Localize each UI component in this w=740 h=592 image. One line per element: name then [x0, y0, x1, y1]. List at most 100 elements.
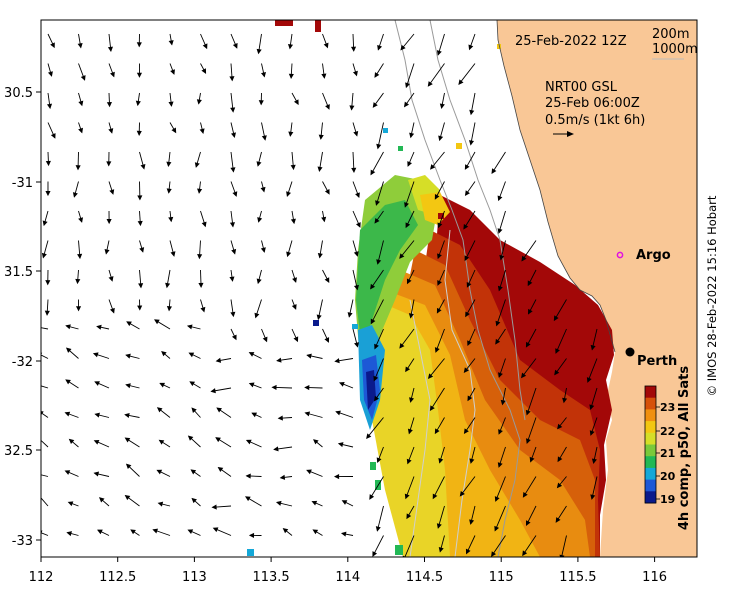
argo-label: Argo — [636, 248, 671, 263]
current-vectors — [41, 33, 598, 557]
current-arrow — [166, 299, 172, 312]
current-arrow — [190, 469, 201, 477]
current-arrow — [556, 476, 567, 489]
current-arrow — [211, 504, 232, 510]
y-tick-label: -32 — [12, 355, 33, 370]
current-arrow — [317, 240, 323, 259]
current-arrow — [78, 63, 86, 81]
current-arrow — [96, 324, 110, 330]
current-arrow — [467, 328, 476, 347]
current-arrow — [304, 384, 323, 391]
current-arrow — [65, 379, 79, 389]
current-arrow — [106, 92, 112, 108]
current-arrow — [409, 122, 415, 139]
current-arrow — [92, 352, 110, 359]
current-arrow — [197, 181, 203, 194]
current-arrow — [458, 63, 476, 85]
current-arrow — [562, 387, 568, 404]
current-arrow — [439, 92, 445, 109]
current-arrow — [318, 122, 324, 140]
current-arrow — [230, 151, 236, 173]
colorbar-swatch — [645, 397, 656, 410]
current-arrow — [98, 497, 110, 507]
current-arrow — [334, 358, 354, 364]
current-arrow — [495, 328, 506, 345]
current-arrow — [169, 63, 175, 75]
current-arrow — [93, 471, 110, 477]
current-arrow — [522, 476, 537, 498]
current-arrow — [400, 33, 415, 51]
colorbar-tick-label: 20 — [660, 470, 676, 483]
current-arrow — [555, 328, 567, 354]
current-arrow — [159, 382, 171, 389]
current-arrow — [124, 437, 140, 448]
current-arrow — [469, 505, 476, 525]
current-arrow — [245, 473, 262, 479]
current-arrow — [406, 505, 415, 520]
current-arrow — [406, 269, 415, 285]
current-arrow — [341, 500, 354, 507]
current-arrow — [276, 357, 293, 363]
current-arrow — [497, 269, 506, 292]
current-arrow — [291, 328, 299, 343]
current-arrow — [166, 151, 172, 168]
colorbar-swatch — [645, 386, 656, 399]
current-arrow — [290, 151, 296, 171]
current-arrow — [200, 299, 206, 313]
current-arrow — [436, 505, 445, 529]
current-arrow — [229, 269, 235, 282]
current-arrow — [555, 505, 567, 523]
current-arrow — [41, 240, 49, 259]
credit-label: © IMOS 28-Feb-2022 15:16 Hobart — [705, 195, 719, 397]
current-arrow — [45, 181, 51, 197]
current-arrow — [75, 269, 81, 285]
x-axis: 112 112.5 113 113.5 114 114.5 115 115.5 116 — [29, 557, 667, 585]
current-arrow — [200, 33, 208, 50]
current-arrow — [321, 210, 327, 223]
current-arrow — [405, 63, 415, 89]
current-arrow — [41, 385, 49, 389]
current-arrow — [467, 387, 476, 402]
colorbar-swatch — [645, 467, 656, 481]
current-arrow — [434, 181, 445, 200]
current-arrow — [527, 299, 537, 315]
current-arrow — [469, 122, 476, 146]
current-arrow — [333, 474, 354, 480]
colorbar-tick-label: 22 — [660, 425, 675, 438]
current-arrow — [463, 358, 476, 373]
current-arrow — [75, 299, 82, 312]
current-arrow — [65, 324, 79, 330]
current-arrow — [437, 240, 445, 260]
current-arrow — [189, 381, 201, 389]
current-arrow — [372, 535, 384, 557]
current-arrow — [191, 497, 201, 507]
current-arrow — [229, 63, 235, 82]
current-arrow — [165, 269, 171, 289]
current-arrow — [375, 505, 384, 532]
current-arrow — [64, 470, 79, 477]
current-arrow — [405, 358, 415, 373]
current-arrow — [525, 417, 537, 444]
current-arrow — [94, 381, 110, 389]
current-arrow — [136, 122, 142, 136]
current-arrow — [429, 387, 445, 412]
current-arrow — [256, 151, 262, 167]
current-arrow — [465, 299, 476, 318]
current-arrow — [108, 122, 114, 134]
current-arrow — [469, 92, 476, 116]
current-arrow — [137, 181, 143, 201]
x-tick-label: 115.5 — [559, 570, 596, 585]
current-arrow — [404, 181, 415, 208]
current-arrow — [338, 381, 354, 389]
x-tick-label: 112.5 — [99, 570, 136, 585]
colorbar-swatch — [645, 432, 656, 445]
current-arrow — [497, 446, 506, 468]
current-arrow — [437, 210, 445, 229]
current-arrow — [370, 151, 384, 176]
current-arrow — [352, 122, 359, 137]
current-arrow — [350, 33, 357, 52]
current-arrow — [553, 299, 567, 322]
current-arrow — [591, 446, 598, 464]
colorbar-tick-label: 21 — [660, 447, 675, 460]
current-arrow — [230, 181, 238, 197]
